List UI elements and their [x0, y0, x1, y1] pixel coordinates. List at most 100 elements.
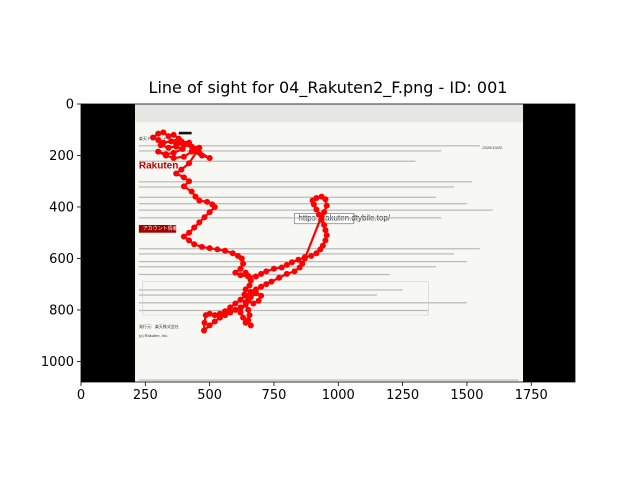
gaze-point: [237, 265, 244, 272]
gaze-point: [252, 290, 259, 297]
text-line: [138, 145, 480, 147]
gaze-point: [206, 322, 213, 329]
x-tick-label: 0: [77, 388, 85, 403]
gaze-point: [170, 155, 177, 162]
gaze-point: [247, 322, 254, 329]
gaze-point: [211, 318, 218, 325]
rakuten-logo: Rakuten: [139, 160, 178, 171]
gaze-point: [232, 306, 239, 313]
gaze-point: [173, 170, 180, 177]
gaze-point: [296, 264, 303, 271]
gaze-point: [313, 194, 320, 201]
gaze-point: [245, 306, 252, 313]
gaze-point: [322, 237, 329, 244]
gaze-point: [283, 261, 290, 268]
gaze-point: [240, 314, 247, 321]
gaze-point: [168, 138, 175, 145]
account-button: [138, 224, 177, 233]
gaze-point: [170, 131, 177, 138]
text-line: [138, 309, 429, 312]
gaze-point: [162, 152, 169, 159]
text-line: [138, 289, 403, 291]
gaze-point: [258, 283, 265, 290]
gaze-point: [232, 269, 239, 276]
gaze-point: [155, 148, 162, 155]
gaze-point: [157, 142, 164, 149]
gaze-point: [240, 260, 247, 267]
gaze-point: [196, 197, 203, 204]
text-line: [138, 203, 467, 205]
text-line: [138, 379, 519, 381]
gaze-point: [180, 174, 187, 181]
gaze-point: [252, 273, 259, 280]
gaze-point: [322, 227, 329, 234]
gaze-point: [201, 214, 208, 221]
gaze-point: [242, 286, 249, 293]
account-button-label: アカウント情報に移動: [143, 225, 193, 232]
y-tick-label: 800: [49, 303, 74, 318]
plot-frame: [80, 103, 576, 383]
gaze-point: [206, 155, 213, 162]
gaze-point: [237, 304, 244, 311]
y-tick-label: 600: [49, 252, 74, 267]
gaze-point: [308, 252, 315, 259]
gaze-point: [160, 129, 167, 136]
gaze-point: [170, 149, 177, 156]
gaze-point: [313, 206, 320, 213]
gaze-point: [237, 296, 244, 303]
text-line: [138, 253, 455, 255]
gaze-point: [263, 268, 270, 275]
gaze-point: [186, 229, 193, 236]
gaze-path: [150, 129, 330, 334]
gaze-point: [196, 144, 203, 151]
redacted-bar: [178, 131, 192, 135]
gaze-point: [188, 143, 195, 150]
gaze-point: [250, 300, 257, 307]
chart-title: Line of sight for 04_Rakuten2_F.png - ID…: [148, 78, 508, 97]
gaze-point: [186, 178, 193, 185]
gaze-point: [222, 312, 229, 319]
y-tick-label: 400: [49, 200, 74, 215]
gaze-point: [301, 255, 308, 262]
gaze-point: [196, 219, 203, 226]
text-line: [138, 302, 467, 304]
gaze-point: [150, 134, 157, 141]
screenshot-background: Rakuten アカウント情報に移動 https://rakuten.dtybi…: [81, 104, 575, 382]
text-line: [138, 186, 455, 188]
company-footer-en: (c) Rakuten, Inc.: [139, 333, 168, 338]
gaze-point: [198, 243, 205, 250]
gaze-point: [247, 288, 254, 295]
gaze-point: [322, 196, 329, 203]
text-line: [138, 160, 416, 162]
gaze-point: [180, 153, 187, 160]
gaze-point: [178, 166, 185, 173]
gaze-point: [288, 259, 295, 266]
gaze-point: [319, 242, 326, 249]
gaze-point: [258, 292, 265, 299]
text-line: [138, 196, 437, 198]
gaze-point: [165, 133, 172, 140]
gaze-point: [191, 224, 198, 231]
gaze-point: [238, 255, 245, 262]
gaze-point: [192, 193, 199, 200]
x-tick-label: 1000: [322, 388, 355, 403]
email-toolbar: [135, 104, 524, 123]
gaze-point: [318, 212, 325, 219]
gaze-point: [227, 309, 234, 316]
gaze-point: [278, 264, 285, 271]
y-tick-label: 0: [66, 98, 74, 113]
gaze-point: [206, 209, 213, 216]
gaze-point: [323, 232, 330, 239]
axes: 0 250 500 750 1000 1250 1500 1750 0 200 400 600 800 1…: [41, 98, 576, 403]
gaze-point: [255, 297, 262, 304]
y-tick-label: 1000: [41, 355, 74, 370]
notice-box: [142, 281, 429, 316]
gaze-point: [180, 233, 187, 240]
gaze-point: [237, 272, 244, 279]
email-date: 2020/10/22: [482, 145, 503, 150]
x-tick-label: 500: [197, 388, 222, 403]
gaze-point: [295, 256, 302, 263]
x-tick-label: 1500: [450, 388, 483, 403]
gaze-point: [321, 221, 328, 228]
gaze-point: [276, 274, 283, 281]
